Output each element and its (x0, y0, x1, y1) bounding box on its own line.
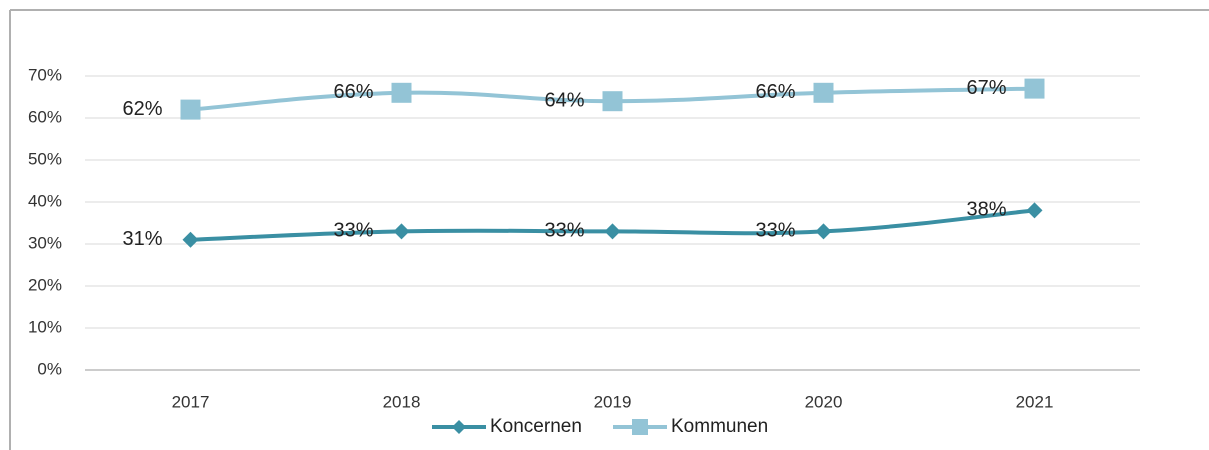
x-tick-label: 2021 (1016, 392, 1054, 411)
y-tick-label: 40% (28, 191, 62, 210)
y-tick-label: 60% (28, 107, 62, 126)
legend-label: Kommunen (671, 416, 768, 437)
data-label: 33% (333, 220, 373, 242)
x-tick-label: 2018 (383, 392, 421, 411)
data-label: 31% (122, 228, 162, 250)
y-tick-label: 50% (28, 149, 62, 168)
y-tick-label: 30% (28, 233, 62, 252)
data-point (1024, 78, 1045, 99)
data-label: 38% (966, 199, 1006, 221)
data-point (1026, 202, 1043, 219)
data-point (180, 99, 201, 120)
data-point (813, 82, 834, 103)
legend-label: Koncernen (490, 416, 582, 437)
data-point (815, 223, 832, 240)
data-label: 66% (755, 81, 795, 103)
x-tick-label: 2017 (172, 392, 210, 411)
data-point (182, 231, 199, 248)
legend-marker (632, 419, 648, 435)
y-tick-label: 70% (28, 65, 62, 84)
data-label: 62% (122, 98, 162, 120)
x-tick-label: 2019 (594, 392, 632, 411)
data-point (393, 223, 410, 240)
y-tick-label: 10% (28, 317, 62, 336)
data-point (604, 223, 621, 240)
y-tick-label: 0% (37, 359, 62, 378)
data-label: 64% (544, 89, 584, 111)
data-label: 33% (755, 220, 795, 242)
x-tick-label: 2020 (805, 392, 843, 411)
data-label: 66% (333, 81, 373, 103)
data-point (391, 82, 412, 103)
legend-marker (452, 420, 466, 434)
y-tick-label: 20% (28, 275, 62, 294)
data-label: 33% (544, 220, 584, 242)
data-label: 67% (966, 77, 1006, 99)
data-point (602, 91, 623, 112)
